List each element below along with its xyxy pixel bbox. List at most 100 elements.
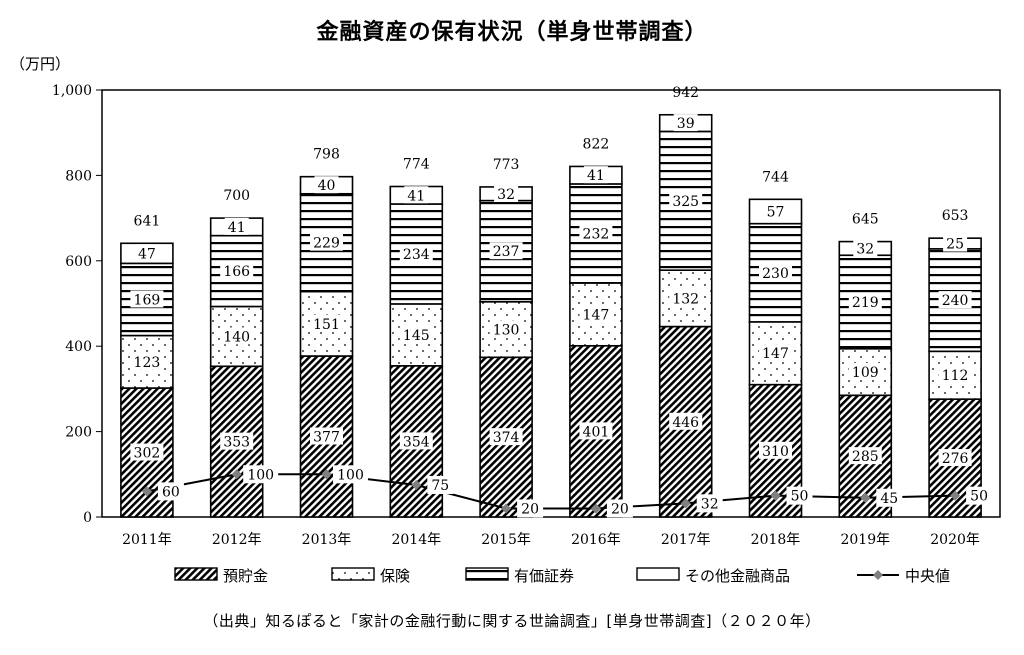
median-marker (411, 479, 422, 490)
median-label-bg (243, 465, 279, 484)
bar-value-label: 41 (407, 188, 425, 204)
x-category-label: 2017年 (661, 532, 711, 548)
value-label-bg (130, 443, 164, 461)
value-label-bg (310, 233, 343, 251)
value-label-bg (494, 184, 519, 202)
bar-value-label: 41 (228, 220, 246, 236)
x-category-label: 2012年 (212, 532, 262, 548)
bar-value-label: 145 (403, 328, 430, 344)
y-tick-label: 600 (65, 254, 92, 270)
bar-value-label: 147 (583, 307, 610, 323)
bar-segment (658, 269, 713, 328)
y-tick-label: 1,000 (52, 83, 92, 99)
median-label-bg (966, 486, 993, 505)
y-tick-label: 0 (83, 510, 92, 526)
value-label-bg (848, 293, 882, 311)
bar-value-label: 39 (677, 116, 695, 132)
legend-marker (873, 570, 883, 580)
value-label-bg (404, 186, 429, 204)
source-note: （出典」知るぽると「家計の金融行動に関する世論調査」[単身世帯調査]（２０２０年… (203, 612, 821, 630)
bar-value-label: 310 (762, 444, 789, 460)
bar-value-label: 446 (672, 415, 699, 431)
value-label-bg (669, 412, 703, 430)
value-label-bg (220, 432, 254, 450)
bar-total-label: 641 (134, 213, 161, 229)
bar-value-label: 374 (493, 430, 520, 446)
bar-value-label: 353 (223, 435, 250, 451)
bar-value-label: 240 (942, 293, 969, 309)
bar-total-label: 700 (223, 188, 250, 204)
value-label-bg (130, 290, 164, 308)
bar-value-label: 140 (223, 329, 250, 345)
legend-label: 中央値 (905, 567, 950, 585)
y-tick-label: 200 (65, 425, 92, 441)
bar-segment (479, 199, 533, 303)
value-label-bg (220, 327, 254, 345)
bar-value-label: 276 (942, 451, 969, 467)
bar-value-label: 41 (587, 168, 605, 184)
median-value-label: 20 (521, 501, 539, 517)
value-label-bg (310, 427, 343, 445)
median-value-label: 20 (611, 501, 629, 517)
bar-total-label: 645 (852, 212, 879, 228)
value-label-bg (314, 176, 339, 194)
value-label-bg (224, 217, 249, 235)
chart-title: 金融資産の保有状況（単身世帯調査） (316, 20, 708, 45)
value-label-bg (938, 291, 972, 309)
value-label-bg (669, 289, 703, 307)
bar-total-label: 774 (403, 157, 430, 173)
bar-value-label: 166 (223, 264, 250, 280)
value-label-bg (669, 191, 703, 209)
x-category-label: 2016年 (571, 532, 621, 548)
legend-swatch (331, 567, 375, 581)
bar-total-label: 798 (313, 147, 340, 163)
median-value-label: 32 (701, 496, 719, 512)
median-label-bg (786, 486, 813, 505)
legend-label: その他金融商品 (685, 567, 790, 585)
median-marker (860, 492, 871, 503)
value-label-bg (310, 314, 343, 332)
bar-value-label: 109 (852, 365, 879, 381)
median-marker (231, 469, 242, 480)
median-label-bg (696, 494, 723, 513)
legend-swatch (465, 567, 509, 581)
median-marker (680, 498, 691, 509)
y-tick-label: 400 (65, 339, 92, 355)
value-label-bg (673, 114, 698, 132)
value-label-bg (848, 363, 882, 381)
median-value-label: 75 (431, 478, 449, 494)
bar-value-label: 130 (493, 323, 520, 339)
value-label-bg (848, 447, 882, 465)
bar-value-label: 40 (318, 178, 336, 194)
median-marker (321, 469, 332, 480)
value-label-bg (130, 352, 164, 370)
bar-value-label: 325 (672, 194, 699, 210)
y-tick-label: 800 (65, 168, 92, 184)
bar-value-label: 123 (134, 355, 161, 371)
bar-value-label: 47 (138, 246, 156, 262)
bar-value-label: 57 (767, 204, 785, 220)
bar-value-label: 232 (583, 226, 610, 242)
bar-total-label: 773 (493, 157, 520, 173)
bar-value-label: 32 (497, 187, 515, 203)
median-line (146, 473, 956, 510)
bar-value-label: 401 (583, 424, 610, 440)
value-label-bg (134, 244, 159, 262)
bar-total-label: 822 (583, 136, 610, 152)
bar-value-label: 230 (762, 266, 789, 282)
value-label-bg (489, 242, 523, 260)
legend-item: 保険 (331, 567, 410, 585)
legend-swatch (174, 567, 218, 581)
bar-value-label: 377 (313, 430, 340, 446)
median-label-bg (427, 475, 454, 494)
legend-label: 有価証券 (514, 567, 574, 585)
legend-label: 預貯金 (223, 567, 268, 585)
value-label-bg (759, 441, 792, 459)
value-label-bg (759, 344, 792, 362)
median-value-label: 100 (337, 467, 364, 483)
median-value-label: 100 (247, 467, 274, 483)
legend-item: 中央値 (857, 567, 950, 585)
median-value-label: 50 (970, 489, 988, 505)
median-label-bg (517, 499, 544, 518)
x-category-label: 2015年 (481, 532, 531, 548)
